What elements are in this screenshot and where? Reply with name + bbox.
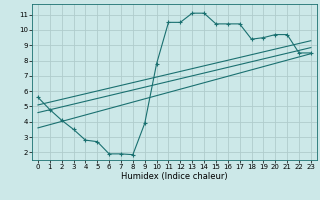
X-axis label: Humidex (Indice chaleur): Humidex (Indice chaleur)	[121, 172, 228, 181]
